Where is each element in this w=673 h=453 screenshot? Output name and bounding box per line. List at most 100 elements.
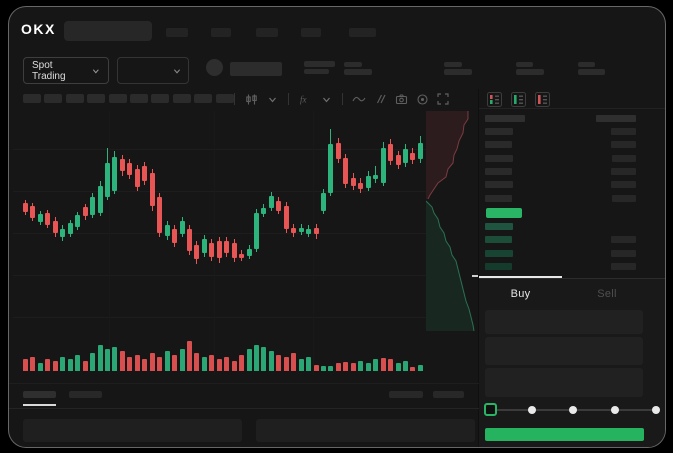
bottom-tab-placeholder[interactable] (69, 391, 102, 398)
slider-dot[interactable] (527, 406, 536, 414)
volume-bar (45, 359, 51, 371)
volume-bar (127, 357, 133, 371)
candle-body (298, 228, 304, 232)
nav-item-placeholder[interactable] (256, 28, 278, 37)
amount-input[interactable] (485, 337, 643, 365)
slider-dot[interactable] (610, 406, 619, 414)
book-asks-icon[interactable] (534, 91, 550, 107)
depth-asks-area (426, 111, 468, 199)
bid-price-bar (485, 249, 513, 257)
last-price-bar (486, 208, 522, 218)
volume-bar (172, 355, 177, 371)
timeframe-placeholder[interactable] (194, 94, 213, 103)
nav-item-placeholder[interactable] (166, 28, 188, 37)
timeframe-placeholder[interactable] (44, 94, 63, 103)
volume-bar (402, 361, 408, 371)
nav-item-placeholder[interactable] (349, 28, 376, 37)
timeframe-placeholder[interactable] (215, 94, 234, 103)
compare-icon[interactable] (372, 91, 388, 107)
orders-panel-placeholder (23, 419, 242, 442)
gridline-h (13, 191, 426, 192)
orders-panel-placeholder (256, 419, 475, 442)
tab-buy[interactable]: Buy (510, 288, 531, 300)
bottom-tab-underline (23, 404, 56, 406)
okx-logo[interactable]: OKX (21, 21, 56, 37)
stat-value-placeholder (304, 69, 329, 74)
total-input[interactable] (485, 368, 643, 397)
ask-amount-bar (611, 128, 636, 135)
timeframe-placeholder[interactable] (172, 94, 191, 103)
panel-divider (478, 89, 479, 447)
nav-item-placeholder[interactable] (301, 28, 321, 37)
slider-handle[interactable] (483, 403, 497, 416)
volume-bar (268, 351, 274, 371)
price-input[interactable] (485, 310, 643, 334)
tab-sell[interactable]: Sell (597, 288, 617, 300)
line-tool-icon[interactable] (351, 91, 367, 107)
volume-bar (179, 349, 185, 371)
volume-bar (149, 353, 155, 371)
candle-body (358, 183, 364, 189)
volume-bar (194, 353, 200, 371)
search-input[interactable] (64, 21, 152, 41)
book-bids-icon[interactable] (510, 91, 526, 107)
volume-bar (254, 345, 259, 371)
fullscreen-icon[interactable] (435, 91, 451, 107)
candle-body (37, 214, 43, 222)
candle-body (67, 223, 73, 234)
volume-bar (380, 358, 386, 371)
candle-body (60, 229, 66, 237)
candle-body (172, 229, 177, 243)
bottom-action-placeholder[interactable] (389, 391, 423, 398)
coin-avatar (206, 59, 223, 76)
volume-bar (239, 355, 245, 371)
volume-bar (358, 361, 364, 371)
candle-body (90, 197, 95, 215)
candle-body (75, 215, 81, 227)
market-type-selector[interactable]: Spot Trading (23, 57, 109, 84)
chevron-down-icon[interactable] (318, 91, 334, 107)
stat-value-placeholder (444, 69, 472, 75)
timeframe-placeholder[interactable] (87, 94, 106, 103)
timeframe-placeholder[interactable] (151, 94, 170, 103)
candle-body (343, 158, 349, 184)
timeframe-placeholder[interactable] (130, 94, 148, 103)
ask-price-bar (485, 128, 513, 135)
volume-bar (75, 355, 81, 371)
candle-body (373, 175, 379, 179)
volume-bar (82, 361, 88, 371)
slider-dot[interactable] (569, 406, 577, 414)
timeframe-placeholder[interactable] (108, 94, 127, 103)
ask-amount-bar (611, 141, 636, 149)
bottom-action-placeholder[interactable] (433, 391, 464, 398)
volume-bar (343, 362, 349, 371)
gridline-h (13, 149, 426, 150)
indicator-icon[interactable]: fx (297, 91, 313, 107)
timeframe-placeholder[interactable] (23, 94, 41, 103)
candle-body (201, 239, 207, 253)
chevron-down-icon (173, 69, 181, 74)
candle-body (402, 149, 408, 163)
buy-submit-button[interactable] (485, 428, 644, 441)
candle-body (254, 213, 259, 249)
bottom-tab-active-placeholder[interactable] (23, 391, 56, 398)
divider (9, 408, 479, 409)
stat-value-placeholder (516, 69, 544, 75)
active-tab-indicator (479, 276, 562, 278)
volume-bar (30, 357, 36, 371)
pair-selector[interactable] (117, 57, 189, 84)
timeframe-placeholder[interactable] (65, 94, 84, 103)
candle-body (127, 163, 133, 175)
book-split-icon[interactable] (486, 91, 502, 107)
slider-dot[interactable] (652, 406, 660, 414)
camera-icon[interactable] (393, 91, 409, 107)
stat-value-placeholder (344, 69, 372, 75)
target-icon[interactable] (414, 91, 430, 107)
chevron-down-icon[interactable] (264, 91, 280, 107)
ask-price-bar (485, 141, 512, 149)
orderbook-view-switcher (486, 91, 550, 107)
candle-body (410, 153, 416, 160)
nav-item-placeholder[interactable] (211, 28, 231, 37)
volume-bar (306, 357, 312, 371)
candles-icon[interactable] (243, 91, 259, 107)
